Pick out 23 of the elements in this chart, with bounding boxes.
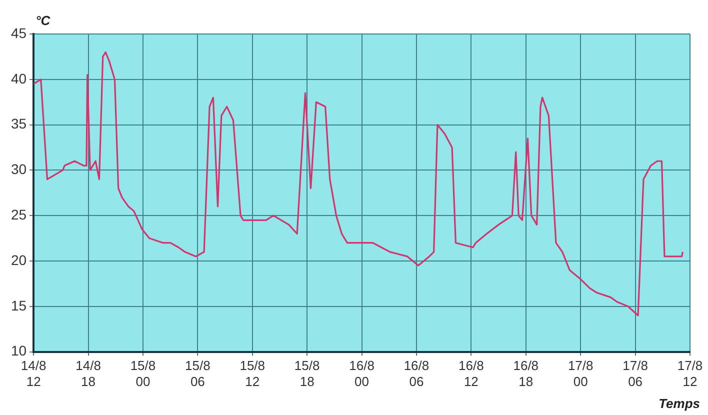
x-tick-label: 15/8 06 xyxy=(185,358,210,389)
x-tick-label: 16/8 00 xyxy=(349,358,374,389)
y-tick-label: 25 xyxy=(10,206,27,222)
x-axis-title: Temps xyxy=(658,396,700,412)
x-tick-label: 15/8 00 xyxy=(130,358,156,389)
x-tick-label: 15/8 12 xyxy=(240,358,266,389)
y-tick-label: 45 xyxy=(10,24,27,41)
x-tick-label: 16/8 12 xyxy=(458,358,484,389)
x-tick-label: 14/8 18 xyxy=(76,358,101,389)
y-tick-label: 35 xyxy=(10,116,27,132)
x-tick-label: 14/8 12 xyxy=(20,358,46,389)
x-tick-label: 17/8 12 xyxy=(677,358,703,389)
x-tick-label: 17/8 06 xyxy=(622,358,648,389)
x-tick-label: 16/8 18 xyxy=(513,358,539,389)
y-tick-label: 20 xyxy=(10,252,27,268)
y-tick-label: 10 xyxy=(10,342,27,359)
x-tick-label: 17/8 00 xyxy=(568,358,594,389)
x-tick-label: 16/8 06 xyxy=(404,358,430,389)
y-tick-label: 40 xyxy=(10,70,27,86)
x-tick-label: 15/8 18 xyxy=(294,358,320,389)
y-tick-label: 30 xyxy=(10,161,27,178)
y-tick-label: 15 xyxy=(10,297,27,314)
y-axis-title: °C xyxy=(36,13,51,28)
